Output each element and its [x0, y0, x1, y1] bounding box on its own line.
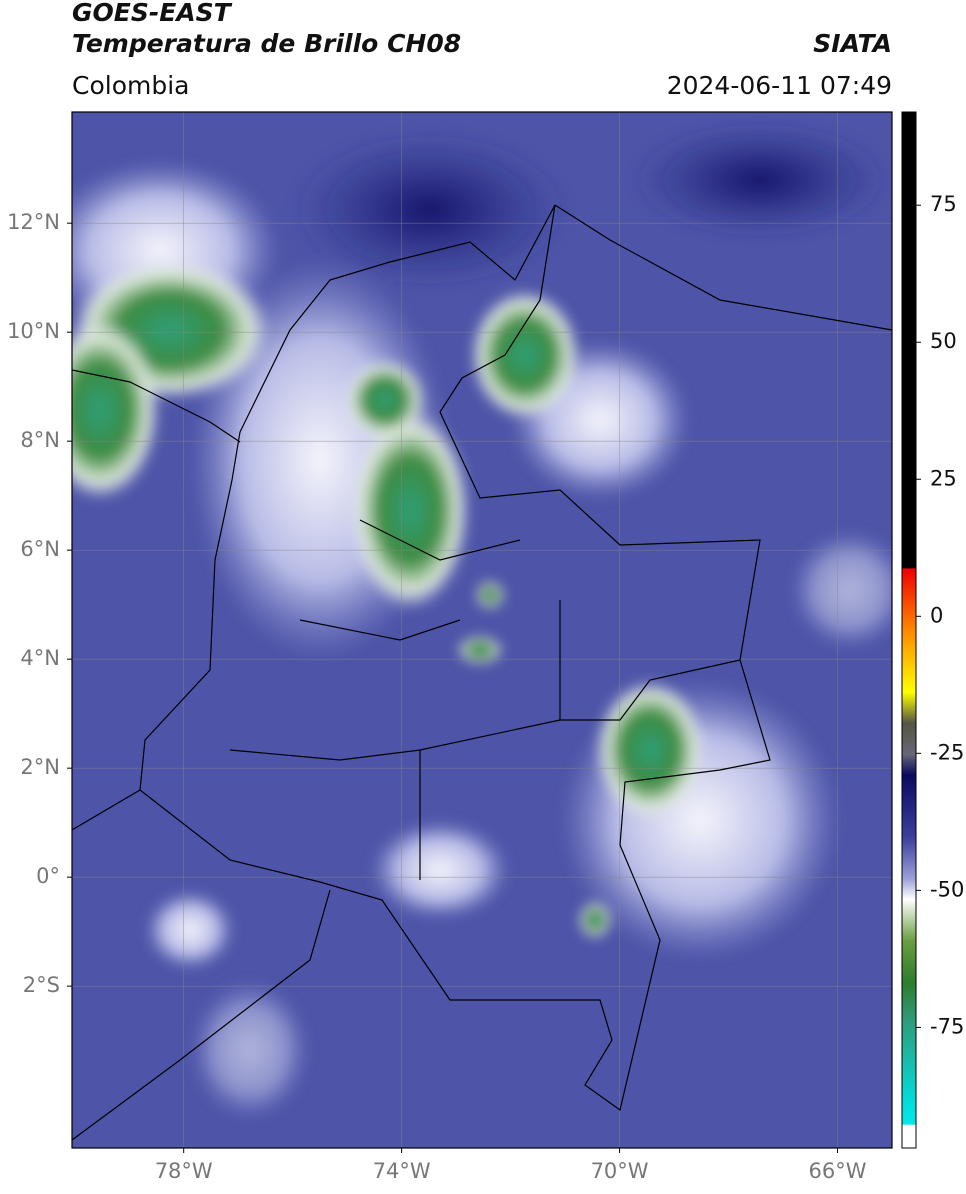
y-tick-label: 6°N	[20, 537, 60, 561]
colorbar-label: -75	[930, 1014, 964, 1038]
datetime: 2024-06-11 07:49	[667, 71, 892, 100]
colorbar-label: 75	[930, 192, 957, 216]
colorbar-label: 0	[930, 603, 943, 627]
y-tick-label: 2°S	[23, 973, 60, 997]
region: Colombia	[72, 71, 189, 100]
source: SIATA	[813, 29, 892, 58]
colorbar	[901, 111, 917, 1149]
y-tick-label: 8°N	[20, 428, 60, 452]
colorbar-label: -50	[930, 877, 964, 901]
y-tick-label: 12°N	[7, 210, 60, 234]
subtitle: Temperatura de Brillo CH08	[72, 29, 461, 58]
x-tick-label: 66°W	[809, 1159, 867, 1183]
satellite-image	[72, 112, 892, 1148]
y-tick-label: 2°N	[20, 755, 60, 779]
y-tick-label: 10°N	[7, 319, 60, 343]
x-tick-label: 74°W	[373, 1159, 431, 1183]
title: GOES-EAST	[72, 0, 233, 27]
graticule	[72, 112, 892, 1148]
x-tick-label: 70°W	[591, 1159, 649, 1183]
borders	[72, 204, 892, 1141]
map-frame	[71, 111, 893, 1149]
x-tick-label: 78°W	[155, 1159, 213, 1183]
colorbar-label: 25	[930, 466, 957, 490]
colorbar-label: 50	[930, 329, 957, 353]
y-tick-label: 4°N	[20, 646, 60, 670]
colorbar-label: -25	[930, 740, 964, 764]
y-tick-label: 0°	[36, 864, 60, 888]
